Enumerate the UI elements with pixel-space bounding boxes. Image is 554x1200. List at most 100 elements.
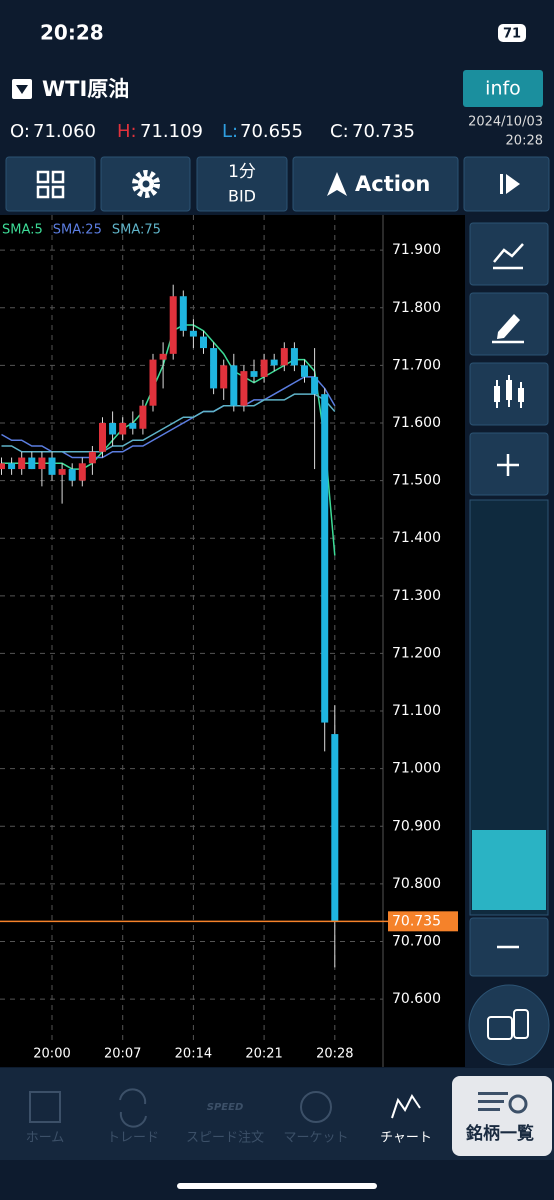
tab-label[interactable]: ホーム	[26, 1131, 65, 1146]
tab-label[interactable]: マーケット	[283, 1131, 348, 1146]
y-tick-label: 70.600	[392, 991, 441, 1007]
tab-label[interactable]: 銘柄一覧	[466, 1123, 534, 1144]
tab-highlight	[452, 1076, 552, 1156]
candle-body	[290, 348, 298, 366]
chart: 71.900 71.800 71.700 71.600 71.500 71.400 71.3…	[0, 215, 458, 1062]
candle-body	[58, 469, 66, 475]
candle-body	[270, 359, 278, 366]
candle-body	[311, 376, 319, 395]
candle-body	[169, 296, 177, 354]
price-type: BID	[228, 187, 256, 206]
candle-body	[18, 457, 26, 470]
zoom-handle[interactable]	[472, 830, 546, 910]
candles-icon	[494, 375, 524, 408]
rotate-button[interactable]	[468, 984, 550, 1066]
action-label: Action	[355, 172, 430, 196]
info-label: info	[485, 78, 521, 100]
candle-body	[179, 296, 187, 331]
high-label: H:	[117, 121, 137, 142]
action-button[interactable]	[292, 156, 459, 212]
rotate-icon	[487, 1016, 513, 1040]
low-value: 70.655	[240, 121, 303, 142]
candle-body	[210, 348, 218, 389]
low-label: L:	[222, 121, 238, 142]
y-tick-label: 71.700	[392, 357, 441, 373]
close-value: 70.735	[352, 121, 415, 142]
x-tick-label: 20:28	[316, 1047, 353, 1062]
candle-body	[260, 359, 268, 377]
y-tick-label: 71.100	[392, 703, 441, 719]
gear-icon	[132, 170, 160, 198]
chart-tab-icon	[391, 1094, 421, 1119]
y-tick-label: 71.800	[392, 300, 441, 316]
last-price-tag	[388, 911, 458, 932]
tab-label[interactable]: チャート	[380, 1131, 432, 1146]
sma-line	[1, 324, 336, 556]
pen-icon	[497, 314, 520, 339]
candle-body	[28, 457, 36, 470]
header-time: 20:28	[506, 134, 543, 149]
plus-icon	[497, 454, 519, 476]
battery-icon	[498, 24, 526, 42]
tab-label[interactable]: スピード注文	[186, 1131, 264, 1146]
info-button[interactable]	[463, 70, 543, 107]
candle-body	[149, 359, 157, 406]
date: 2024/10/03	[468, 115, 543, 130]
candle-body	[139, 405, 147, 429]
candle-body	[109, 422, 117, 435]
layout-button[interactable]	[5, 156, 96, 212]
candle-body	[240, 371, 248, 406]
dropdown-arrow	[16, 85, 28, 94]
gear-hole	[142, 180, 150, 188]
legend-entry: SMA:5	[2, 223, 43, 238]
chart-background	[0, 215, 465, 1067]
candle-body	[48, 457, 56, 475]
candle-body	[200, 336, 207, 349]
candle-body	[38, 457, 46, 470]
y-tick-label: 71.900	[392, 242, 441, 258]
tab-label[interactable]: トレード	[107, 1131, 159, 1146]
x-tick-label: 20:00	[33, 1047, 70, 1062]
speed-icon: SPEED	[207, 1102, 244, 1113]
x-tick-label: 20:14	[175, 1047, 212, 1062]
indicator-icon	[493, 243, 524, 263]
y-tick-label: 71.300	[392, 588, 441, 604]
close-label: C:	[330, 121, 349, 142]
candle-body	[129, 422, 137, 429]
candle-body	[119, 422, 127, 435]
x-tick-label: 20:07	[104, 1047, 141, 1062]
candle-body	[321, 394, 329, 723]
y-tick-label: 70.900	[392, 818, 441, 834]
play-bar	[500, 174, 503, 194]
home-indicator	[177, 1183, 377, 1189]
y-tick-label: 71.500	[392, 473, 441, 489]
open-label: O:	[10, 121, 30, 142]
high-value: 71.109	[140, 121, 203, 142]
candle-body	[99, 422, 106, 452]
candle-body	[331, 734, 339, 922]
candle-body	[301, 365, 308, 377]
x-tick-label: 20:21	[245, 1047, 282, 1062]
candle-body	[189, 330, 197, 337]
interval-button[interactable]	[196, 156, 288, 212]
y-tick-label: 70.700	[392, 933, 441, 949]
candle-body	[78, 463, 86, 481]
candle-body	[8, 463, 16, 470]
candle-body	[220, 365, 228, 389]
candle-body	[68, 469, 76, 481]
interval: 1分	[228, 162, 256, 182]
open-value: 71.060	[33, 121, 96, 142]
grid-icon	[36, 170, 65, 199]
candle-body	[230, 365, 238, 406]
legend-entry: SMA:25	[53, 223, 102, 238]
y-tick-label: 71.000	[392, 761, 441, 777]
status-time: 20:28	[40, 21, 104, 45]
action-icon	[327, 172, 347, 196]
y-tick-label: 70.800	[392, 876, 441, 892]
symbol: WTI原油	[42, 77, 129, 101]
candle-body	[88, 451, 96, 464]
y-tick-label: 71.400	[392, 530, 441, 546]
last-price-label: 70.735	[392, 913, 441, 929]
